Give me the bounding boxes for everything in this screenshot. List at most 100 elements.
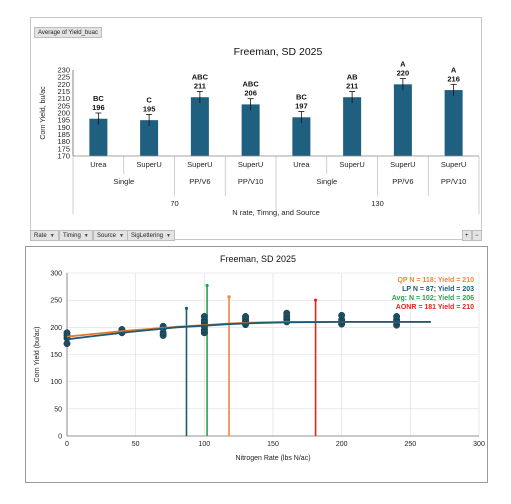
plus-icon: + <box>465 233 469 239</box>
chart2-title: Freeman, SD 2025 <box>220 254 296 264</box>
data-point <box>338 311 346 319</box>
vline-marker <box>205 283 209 288</box>
data-label: 195 <box>143 104 156 113</box>
y-tick-label: 225 <box>57 73 70 82</box>
x-tick-label-timing: PP/V6 <box>392 177 413 186</box>
scatter-chart-frame: Freeman, SD 2025 0 50 100 150 200 250 300 0 50 100… <box>25 246 488 483</box>
vline-marker <box>184 306 189 310</box>
x-tick-label-timing: PP/V10 <box>238 177 263 186</box>
x-tick-label-source: Urea <box>90 160 107 169</box>
data-point <box>393 313 401 320</box>
vline-marker <box>313 298 318 302</box>
y-tick-label: 210 <box>57 94 70 103</box>
y-tick-label: 220 <box>57 80 70 89</box>
bar <box>444 90 463 156</box>
y-tick-label: 205 <box>57 101 70 110</box>
annotation-text: QP N = 118; Yield = 210 <box>397 277 474 284</box>
x-tick-label-rate: 130 <box>371 199 384 208</box>
x-tick-label-timing: PP/V10 <box>441 177 466 186</box>
bar-chart: Freeman, SD 2025170175180185190195200205… <box>40 46 480 217</box>
y-axis-label: Corn Yield (bu/ac) <box>34 326 41 382</box>
dropdown-arrow-icon: ▼ <box>83 233 89 239</box>
x-tick-label-source: SuperU <box>339 160 364 169</box>
x-tick-label: 300 <box>473 441 485 448</box>
y-tick-label: 215 <box>57 87 70 96</box>
annotation-text: LP N = 87; Yield = 203 <box>402 286 474 293</box>
y-tick-label: 200 <box>50 325 62 332</box>
bar <box>140 120 159 156</box>
scatter-chart: Freeman, SD 2025 0 50 100 150 200 250 300 0 50 100… <box>34 254 485 462</box>
filter-button-label: Rate <box>34 233 47 239</box>
curve-fit-blue <box>66 321 431 341</box>
sig-letter-label: BC <box>93 94 104 103</box>
bar <box>292 117 311 156</box>
x-tick-label-source: SuperU <box>441 160 466 169</box>
collapse-button[interactable]: − <box>472 230 482 241</box>
x-tick-label: 200 <box>336 441 348 448</box>
x-tick-label-source: SuperU <box>136 160 161 169</box>
data-label: 206 <box>244 89 257 98</box>
sig-letter-label: C <box>146 95 152 104</box>
x-tick-label: 0 <box>65 441 69 448</box>
x-tick-label-source: Urea <box>293 160 310 169</box>
data-label: 211 <box>194 82 206 91</box>
x-tick-label-timing: Single <box>113 177 134 186</box>
data-point <box>63 329 71 337</box>
x-tick-label: 100 <box>198 441 210 448</box>
data-point <box>242 313 249 320</box>
minus-icon: − <box>475 233 479 239</box>
dropdown-arrow-icon: ▼ <box>49 233 55 239</box>
data-label: 196 <box>92 103 105 112</box>
sig-letter-label: AB <box>347 73 358 82</box>
pivot-chart-panel: Average of Yield_buac Freeman, SD 2025 17… <box>30 17 482 240</box>
y-tick-label: 200 <box>57 109 70 118</box>
filter-button-label: Timing <box>63 233 81 239</box>
sig-letter-label: ABC <box>192 73 209 82</box>
filter-button-label: SigLettering <box>131 233 164 239</box>
filter-button-source[interactable]: Source ▼ <box>93 230 128 241</box>
data-label: 216 <box>447 74 460 83</box>
annotation-text: Avg: N = 102; Yield = 206 <box>392 295 474 302</box>
expand-button[interactable]: + <box>462 230 472 241</box>
bar <box>393 84 412 156</box>
annotation-text: AONR = 181 Yield = 210 <box>396 304 474 311</box>
sig-letter-label: A <box>451 65 457 74</box>
y-tick-label: 175 <box>57 144 70 153</box>
y-tick-label: 230 <box>57 66 70 75</box>
y-axis-label: Corn Yield, bu/ac <box>40 86 47 140</box>
chart1-title: Freeman, SD 2025 <box>234 46 323 58</box>
x-tick-label-source: SuperU <box>390 160 415 169</box>
x-tick-label: 150 <box>267 441 279 448</box>
y-tick-label: 195 <box>57 116 70 125</box>
x-tick-label-timing: Single <box>316 177 337 186</box>
filter-button-label: Source <box>97 233 117 239</box>
bar <box>89 118 108 156</box>
filter-button-timing[interactable]: Timing ▼ <box>59 230 93 241</box>
x-tick-label-source: SuperU <box>238 160 263 169</box>
bar <box>343 97 362 156</box>
bar <box>190 97 209 156</box>
x-tick-label-timing: PP/V6 <box>189 177 210 186</box>
data-point <box>200 313 208 320</box>
dropdown-arrow-icon: ▼ <box>119 233 124 239</box>
x-axis-label: Nitrogen Rate (lbs N/ac) <box>235 455 310 462</box>
sig-letter-label: A <box>400 60 406 69</box>
data-label: 211 <box>346 82 358 91</box>
bar <box>241 104 260 156</box>
value-field-label: Average of Yield_buac <box>38 30 98 36</box>
y-tick-label: 180 <box>57 137 70 146</box>
y-tick-label: 250 <box>50 298 62 305</box>
y-tick-label: 150 <box>50 352 62 359</box>
filter-button-sigletter[interactable]: SigLettering ▼ <box>127 230 175 241</box>
data-label: 197 <box>295 102 308 111</box>
data-point <box>283 309 291 317</box>
value-field-button[interactable]: Average of Yield_buac <box>34 27 102 38</box>
data-label: 220 <box>397 69 410 78</box>
y-tick-label: 300 <box>50 271 62 278</box>
y-tick-label: 185 <box>57 130 70 139</box>
filter-button-rate[interactable]: Rate ▼ <box>30 230 59 241</box>
vline-marker <box>227 295 231 299</box>
y-tick-label: 0 <box>58 434 62 441</box>
x-tick-label: 50 <box>132 441 140 448</box>
x-axis-label: N rate, Timng, and Source <box>232 208 320 217</box>
